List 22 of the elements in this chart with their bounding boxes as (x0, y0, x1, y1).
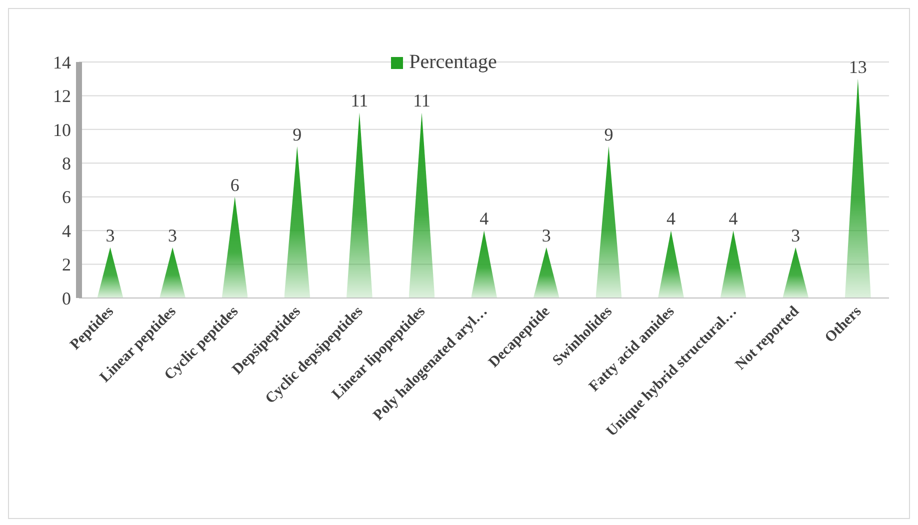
data-label: 6 (230, 174, 240, 195)
data-label: 9 (292, 124, 302, 144)
y-tick-label: 12 (53, 86, 71, 106)
y-tick-label: 6 (62, 187, 71, 208)
y-tick-label: 10 (53, 120, 71, 140)
data-label: 4 (728, 208, 738, 229)
y-tick-label: 0 (62, 288, 71, 308)
data-label: 11 (413, 90, 430, 111)
y-tick-label: 14 (53, 52, 71, 72)
legend-label: Percentage (408, 51, 497, 74)
data-label: 4 (666, 208, 676, 229)
y-tick-label: 8 (62, 154, 71, 174)
data-label: 9 (604, 124, 614, 144)
data-label: 4 (480, 208, 489, 229)
data-label: 3 (791, 225, 800, 246)
data-label: 3 (542, 225, 551, 246)
data-label: 13 (848, 56, 867, 77)
data-label: 3 (168, 225, 178, 246)
y-tick-label: 2 (62, 254, 71, 275)
y-tick-label: 4 (62, 220, 71, 241)
data-label: 11 (350, 90, 368, 111)
data-label: 3 (106, 225, 115, 246)
